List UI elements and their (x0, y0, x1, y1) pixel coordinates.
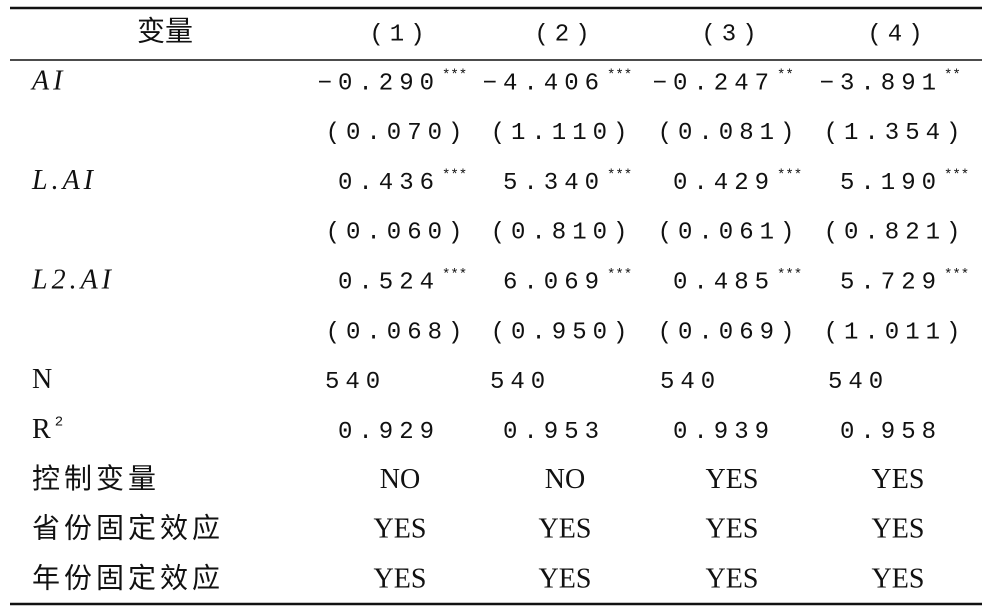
header-cell: (3) (701, 21, 762, 48)
significance-stars: *** (607, 68, 632, 84)
cell-value: YES (374, 514, 427, 545)
significance-stars: *** (944, 167, 969, 183)
cell-value: 540 (325, 369, 386, 396)
cell-value: (0.950) (491, 319, 634, 346)
cell-value: YES (539, 514, 592, 545)
cell-value: YES (872, 514, 925, 545)
cell-value: −3.891 (820, 70, 942, 97)
cell-value: (1.354) (824, 120, 967, 147)
cell-value: 5.190 (840, 170, 942, 197)
cell-value: 540 (490, 369, 551, 396)
cell-value: NO (380, 464, 420, 495)
cell-value: 0.436 (338, 170, 440, 197)
cell-value: (0.068) (326, 319, 469, 346)
cell-value: NO (545, 464, 585, 495)
row-label: L.AI (31, 165, 97, 196)
significance-stars: ** (944, 68, 961, 84)
cell-value: (1.110) (491, 120, 634, 147)
cell-value: (0.070) (326, 120, 469, 147)
cell-value: (1.011) (824, 319, 967, 346)
cell-value: 540 (828, 369, 889, 396)
cell-value: YES (706, 563, 759, 594)
cell-value: YES (374, 563, 427, 594)
significance-stars: ** (777, 68, 794, 84)
header-cell: (4) (867, 21, 928, 48)
cell-value: 6.069 (503, 270, 605, 297)
row-label: AI (30, 65, 66, 96)
row-label: L2.AI (31, 265, 115, 296)
cell-value: −4.406 (483, 70, 605, 97)
significance-stars: *** (607, 167, 632, 183)
row-label: R (32, 414, 55, 445)
cell-value: 0.939 (673, 419, 775, 446)
significance-stars: *** (944, 267, 969, 283)
cell-value: (0.810) (491, 220, 634, 247)
cell-value: 0.485 (673, 270, 775, 297)
cell-value: YES (706, 514, 759, 545)
significance-stars: *** (777, 267, 802, 283)
cell-value: 0.953 (503, 419, 605, 446)
significance-stars: *** (442, 68, 467, 84)
cell-value: 540 (660, 369, 721, 396)
significance-stars: *** (607, 267, 632, 283)
cell-value: (0.821) (824, 220, 967, 247)
significance-stars: *** (777, 167, 802, 183)
cell-value: YES (539, 563, 592, 594)
cell-value: (0.061) (658, 220, 801, 247)
row-label: 年份固定效应 (32, 562, 224, 594)
cell-value: −0.247 (653, 70, 775, 97)
cell-value: (0.060) (326, 220, 469, 247)
cell-value: (0.081) (658, 120, 801, 147)
label-superscript: 2 (55, 414, 63, 430)
row-label: N (32, 364, 56, 395)
header-cell: (2) (534, 21, 595, 48)
row-label: 省份固定效应 (32, 513, 224, 545)
header-cell: (1) (369, 21, 430, 48)
cell-value: YES (706, 464, 759, 495)
cell-value: 0.929 (338, 419, 440, 446)
significance-stars: *** (442, 167, 467, 183)
cell-value: −0.290 (318, 70, 440, 97)
cell-value: 0.524 (338, 270, 440, 297)
cell-value: YES (872, 563, 925, 594)
row-label: 控制变量 (32, 463, 160, 495)
significance-stars: *** (442, 267, 467, 283)
cell-value: 0.429 (673, 170, 775, 197)
cell-value: 5.340 (503, 170, 605, 197)
cell-value: 5.729 (840, 270, 942, 297)
cell-value: 0.958 (840, 419, 942, 446)
header-cell: 变量 (137, 15, 193, 47)
cell-value: YES (872, 464, 925, 495)
cell-value: (0.069) (658, 319, 801, 346)
